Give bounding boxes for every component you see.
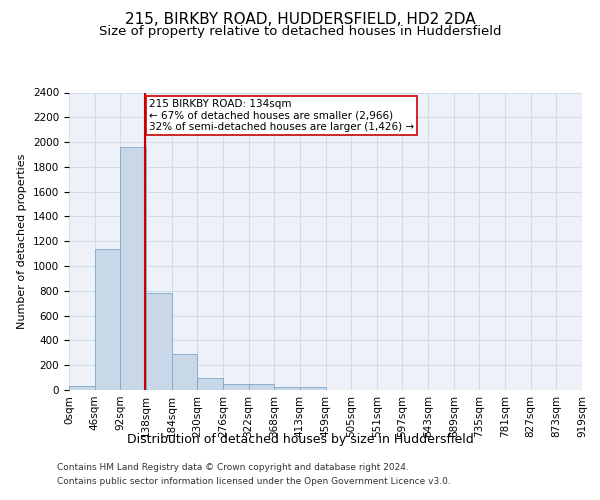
Text: Contains public sector information licensed under the Open Government Licence v3: Contains public sector information licen… — [57, 477, 451, 486]
Bar — [248, 384, 274, 390]
Text: Size of property relative to detached houses in Huddersfield: Size of property relative to detached ho… — [99, 25, 501, 38]
Bar — [274, 387, 300, 390]
Bar — [121, 147, 146, 390]
Bar — [146, 294, 172, 390]
Text: Distribution of detached houses by size in Huddersfield: Distribution of detached houses by size … — [127, 432, 473, 446]
Bar — [172, 354, 197, 390]
Text: 215 BIRKBY ROAD: 134sqm
← 67% of detached houses are smaller (2,966)
32% of semi: 215 BIRKBY ROAD: 134sqm ← 67% of detache… — [149, 98, 414, 132]
Text: 215, BIRKBY ROAD, HUDDERSFIELD, HD2 2DA: 215, BIRKBY ROAD, HUDDERSFIELD, HD2 2DA — [125, 12, 475, 28]
Y-axis label: Number of detached properties: Number of detached properties — [17, 154, 28, 329]
Bar — [223, 384, 248, 390]
Bar — [69, 386, 95, 390]
Text: Contains HM Land Registry data © Crown copyright and database right 2024.: Contains HM Land Registry data © Crown c… — [57, 464, 409, 472]
Bar — [300, 387, 325, 390]
Bar — [95, 248, 121, 390]
Bar — [197, 378, 223, 390]
